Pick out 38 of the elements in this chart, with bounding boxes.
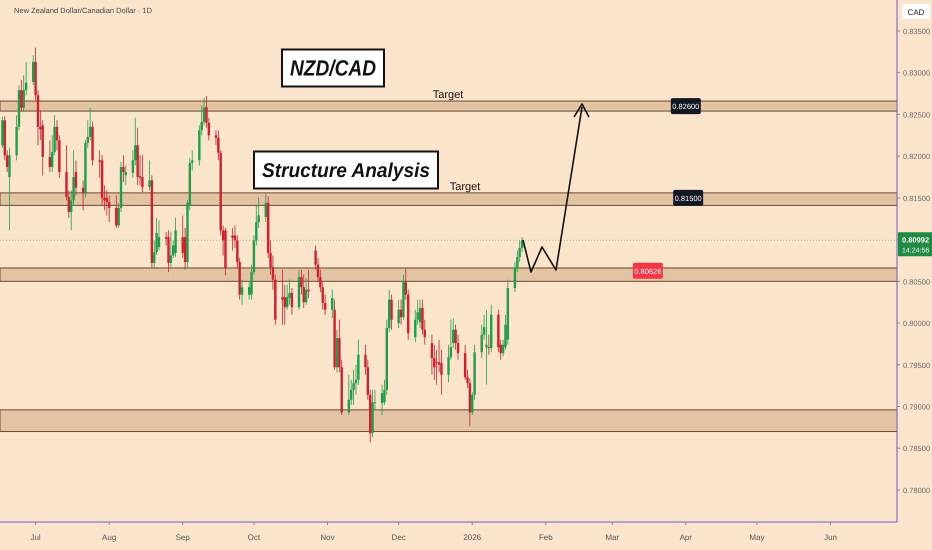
annotation: Structure Analysis — [262, 160, 438, 182]
candlestick — [122, 154, 125, 182]
annotation: NZD/CAD — [290, 56, 389, 81]
candlestick — [352, 369, 355, 406]
candlestick — [20, 80, 23, 112]
x-tick-label: Sep — [176, 533, 190, 542]
candlestick — [331, 289, 334, 318]
x-tick-label: Mar — [605, 533, 620, 542]
candlestick — [74, 160, 78, 196]
band-label: Target — [432, 89, 464, 102]
candlestick — [304, 278, 308, 306]
candlestick — [174, 217, 177, 258]
candlestick — [281, 269, 284, 326]
candlestick — [397, 299, 400, 328]
x-tick-label: Oct — [248, 533, 261, 542]
candlestick — [48, 140, 52, 172]
x-tick-label: Dec — [392, 533, 406, 542]
candlestick — [141, 154, 144, 192]
candlestick — [488, 334, 490, 356]
x-tick-label: Nov — [320, 533, 335, 542]
y-axis-title: CAD — [908, 8, 925, 17]
candlestick — [124, 164, 127, 186]
candlestick — [290, 288, 294, 316]
candlestick — [108, 194, 110, 222]
x-tick-label: Jun — [824, 533, 838, 542]
x-tick-label: Jul — [30, 533, 41, 542]
x-tick-label: Aug — [102, 533, 116, 542]
x-tick-label: Feb — [538, 533, 554, 542]
band-label: Target — [450, 180, 480, 193]
candlestick — [307, 269, 310, 298]
candlestick — [32, 54, 34, 86]
candlestick — [170, 232, 172, 268]
x-tick-label: Apr — [680, 533, 692, 542]
x-tick-label: 2026 — [463, 533, 482, 542]
candlestick — [115, 194, 118, 228]
candlestick — [264, 192, 267, 222]
x-tick-label: May — [749, 533, 765, 542]
candlestick — [348, 374, 350, 416]
